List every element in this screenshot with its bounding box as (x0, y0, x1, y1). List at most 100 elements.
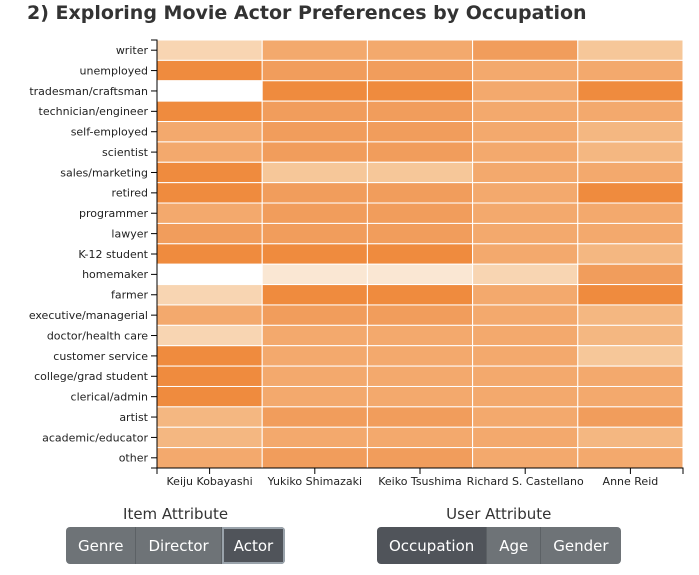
y-tick-label-programmer: programmer (79, 207, 148, 220)
heatmap-cell-tradesman-craftsman-yukiko-shimazaki (261, 80, 368, 102)
heatmap-cell-doctor-health-care-anne-reid (577, 324, 684, 347)
heatmap-cell-customer-service-keiko-tsushima (366, 345, 474, 367)
heatmap-cell-retired-keiko-tsushima (366, 182, 474, 204)
heatmap-cell-programmer-anne-reid (577, 202, 684, 224)
y-tick-label-artist: artist (119, 411, 148, 424)
heatmap-cell-retired-anne-reid (577, 182, 684, 204)
heatmap-cell-scientist-anne-reid (577, 141, 684, 163)
heatmap-cell-k-12-student-richard-s-castellano (472, 243, 579, 265)
y-tick-label-sales-marketing: sales/marketing (60, 166, 148, 179)
heatmap-cell-technician-engineer-richard-s-castellano (472, 100, 579, 123)
heatmap-cell-homemaker-keiko-tsushima (366, 263, 474, 286)
heatmap-cell-other-keiju-kobayashi (156, 447, 263, 469)
item-attribute-button-group: Genre Director Actor (66, 527, 286, 564)
heatmap-cell-lawyer-richard-s-castellano (472, 222, 579, 245)
heatmap-cell-programmer-keiko-tsushima (366, 202, 474, 224)
x-tick-label-yukiko-shimazaki: Yukiko Shimazaki (267, 475, 362, 488)
y-tick-label-executive-managerial: executive/managerial (29, 309, 148, 322)
heatmap-cell-writer-richard-s-castellano (472, 39, 579, 61)
heatmap-cell-executive-managerial-keiju-kobayashi (156, 304, 263, 326)
heatmap-cell-executive-managerial-richard-s-castellano (472, 304, 579, 326)
heatmap-cell-artist-keiju-kobayashi (156, 406, 263, 428)
heatmap-cell-doctor-health-care-yukiko-shimazaki (261, 324, 368, 347)
heatmap-cell-college-grad-student-keiko-tsushima (366, 365, 474, 387)
heatmap-cell-doctor-health-care-keiko-tsushima (366, 324, 474, 347)
age-button[interactable]: Age (486, 527, 541, 564)
heatmap-cell-writer-yukiko-shimazaki (261, 39, 368, 61)
heatmap-cell-college-grad-student-anne-reid (577, 365, 684, 387)
y-tick-label-academic-educator: academic/educator (42, 431, 148, 444)
heatmap-cell-artist-keiko-tsushima (366, 406, 474, 428)
gender-button[interactable]: Gender (540, 527, 621, 564)
heatmap-cell-customer-service-richard-s-castellano (472, 345, 579, 367)
heatmap-cell-unemployed-yukiko-shimazaki (261, 59, 368, 82)
heatmap-cell-sales-marketing-keiko-tsushima (366, 161, 474, 184)
heatmap-cell-academic-educator-richard-s-castellano (472, 426, 579, 449)
y-tick-label-scientist: scientist (102, 146, 149, 159)
heatmap-cell-lawyer-keiju-kobayashi (156, 222, 263, 245)
x-tick-label-anne-reid: Anne Reid (603, 475, 659, 488)
heatmap-cell-scientist-richard-s-castellano (472, 141, 579, 163)
heatmap-cell-farmer-keiju-kobayashi (156, 284, 263, 306)
heatmap-cell-sales-marketing-yukiko-shimazaki (261, 161, 368, 184)
director-button[interactable]: Director (135, 527, 221, 564)
heatmap-cell-programmer-yukiko-shimazaki (261, 202, 368, 224)
heatmap-cell-writer-keiko-tsushima (366, 39, 474, 61)
heatmap-cell-scientist-yukiko-shimazaki (261, 141, 368, 163)
heatmap-cell-unemployed-keiju-kobayashi (156, 59, 263, 82)
user-attribute-label: User Attribute (446, 505, 552, 523)
heatmap-cell-other-yukiko-shimazaki (261, 447, 368, 469)
y-tick-label-homemaker: homemaker (82, 268, 148, 281)
heatmap-cell-lawyer-keiko-tsushima (366, 222, 474, 245)
heatmap-cell-academic-educator-keiju-kobayashi (156, 426, 263, 449)
heatmap-cell-customer-service-yukiko-shimazaki (261, 345, 368, 367)
actor-button[interactable]: Actor (220, 527, 286, 564)
y-tick-label-doctor-health-care: doctor/health care (47, 329, 148, 342)
heatmap-cell-doctor-health-care-richard-s-castellano (472, 324, 579, 347)
y-tick-label-clerical-admin: clerical/admin (71, 391, 148, 404)
heatmap-cell-customer-service-keiju-kobayashi (156, 345, 263, 367)
heatmap-cell-k-12-student-keiko-tsushima (366, 243, 474, 265)
heatmap-cell-technician-engineer-keiju-kobayashi (156, 100, 263, 123)
heatmap-cell-retired-keiju-kobayashi (156, 182, 263, 204)
user-attribute-control: User Attribute Occupation Age Gender (377, 505, 621, 564)
heatmap-cell-farmer-yukiko-shimazaki (261, 284, 368, 306)
heatmap-cell-academic-educator-anne-reid (577, 426, 684, 449)
y-tick-label-unemployed: unemployed (80, 64, 148, 77)
heatmap-cell-lawyer-yukiko-shimazaki (261, 222, 368, 245)
heatmap-cell-clerical-admin-keiko-tsushima (366, 385, 474, 408)
y-axis: writer unemployed tradesman/craftsman techn… (29, 39, 158, 469)
heatmap-cell-clerical-admin-keiju-kobayashi (156, 385, 263, 408)
heatmap-cell-self-employed-anne-reid (577, 121, 684, 143)
heatmap-cell-farmer-keiko-tsushima (366, 284, 474, 306)
heatmap-cell-other-anne-reid (577, 447, 684, 469)
heatmap-cell-clerical-admin-yukiko-shimazaki (261, 385, 368, 408)
x-axis: Keiju Kobayashi Yukiko Shimazaki Keiko Tsu… (156, 467, 684, 488)
y-tick-label-tradesman-craftsman: tradesman/craftsman (29, 85, 148, 98)
heatmap-cell-artist-yukiko-shimazaki (261, 406, 368, 428)
heatmap-cell-clerical-admin-anne-reid (577, 385, 684, 408)
heatmap-cell-writer-anne-reid (577, 39, 684, 61)
heatmap-cell-sales-marketing-richard-s-castellano (472, 161, 579, 184)
heatmap-cell-programmer-keiju-kobayashi (156, 202, 263, 224)
item-attribute-control: Item Attribute Genre Director Actor (66, 505, 286, 564)
y-tick-label-customer-service: customer service (53, 350, 148, 363)
heatmap-cell-college-grad-student-yukiko-shimazaki (261, 365, 368, 387)
y-tick-label-technician-engineer: technician/engineer (39, 105, 149, 118)
heatmap-cell-retired-richard-s-castellano (472, 182, 579, 204)
y-tick-label-other: other (119, 452, 149, 465)
heatmap-cell-self-employed-richard-s-castellano (472, 121, 579, 143)
genre-button[interactable]: Genre (66, 527, 136, 564)
heatmap-cell-writer-keiju-kobayashi (156, 39, 263, 61)
heatmap-cell-tradesman-craftsman-anne-reid (577, 80, 684, 102)
heatmap-cell-scientist-keiko-tsushima (366, 141, 474, 163)
heatmap-cell-clerical-admin-richard-s-castellano (472, 385, 579, 408)
y-tick-label-writer: writer (116, 44, 149, 57)
heatmap-cell-unemployed-anne-reid (577, 59, 684, 82)
heatmap-cell-homemaker-keiju-kobayashi (156, 263, 263, 286)
heatmap-cell-k-12-student-keiju-kobayashi (156, 243, 263, 265)
heatmap-cell-artist-anne-reid (577, 406, 684, 428)
heatmap-cell-executive-managerial-yukiko-shimazaki (261, 304, 368, 326)
occupation-button[interactable]: Occupation (377, 527, 487, 564)
heatmap-cell-technician-engineer-anne-reid (577, 100, 684, 123)
